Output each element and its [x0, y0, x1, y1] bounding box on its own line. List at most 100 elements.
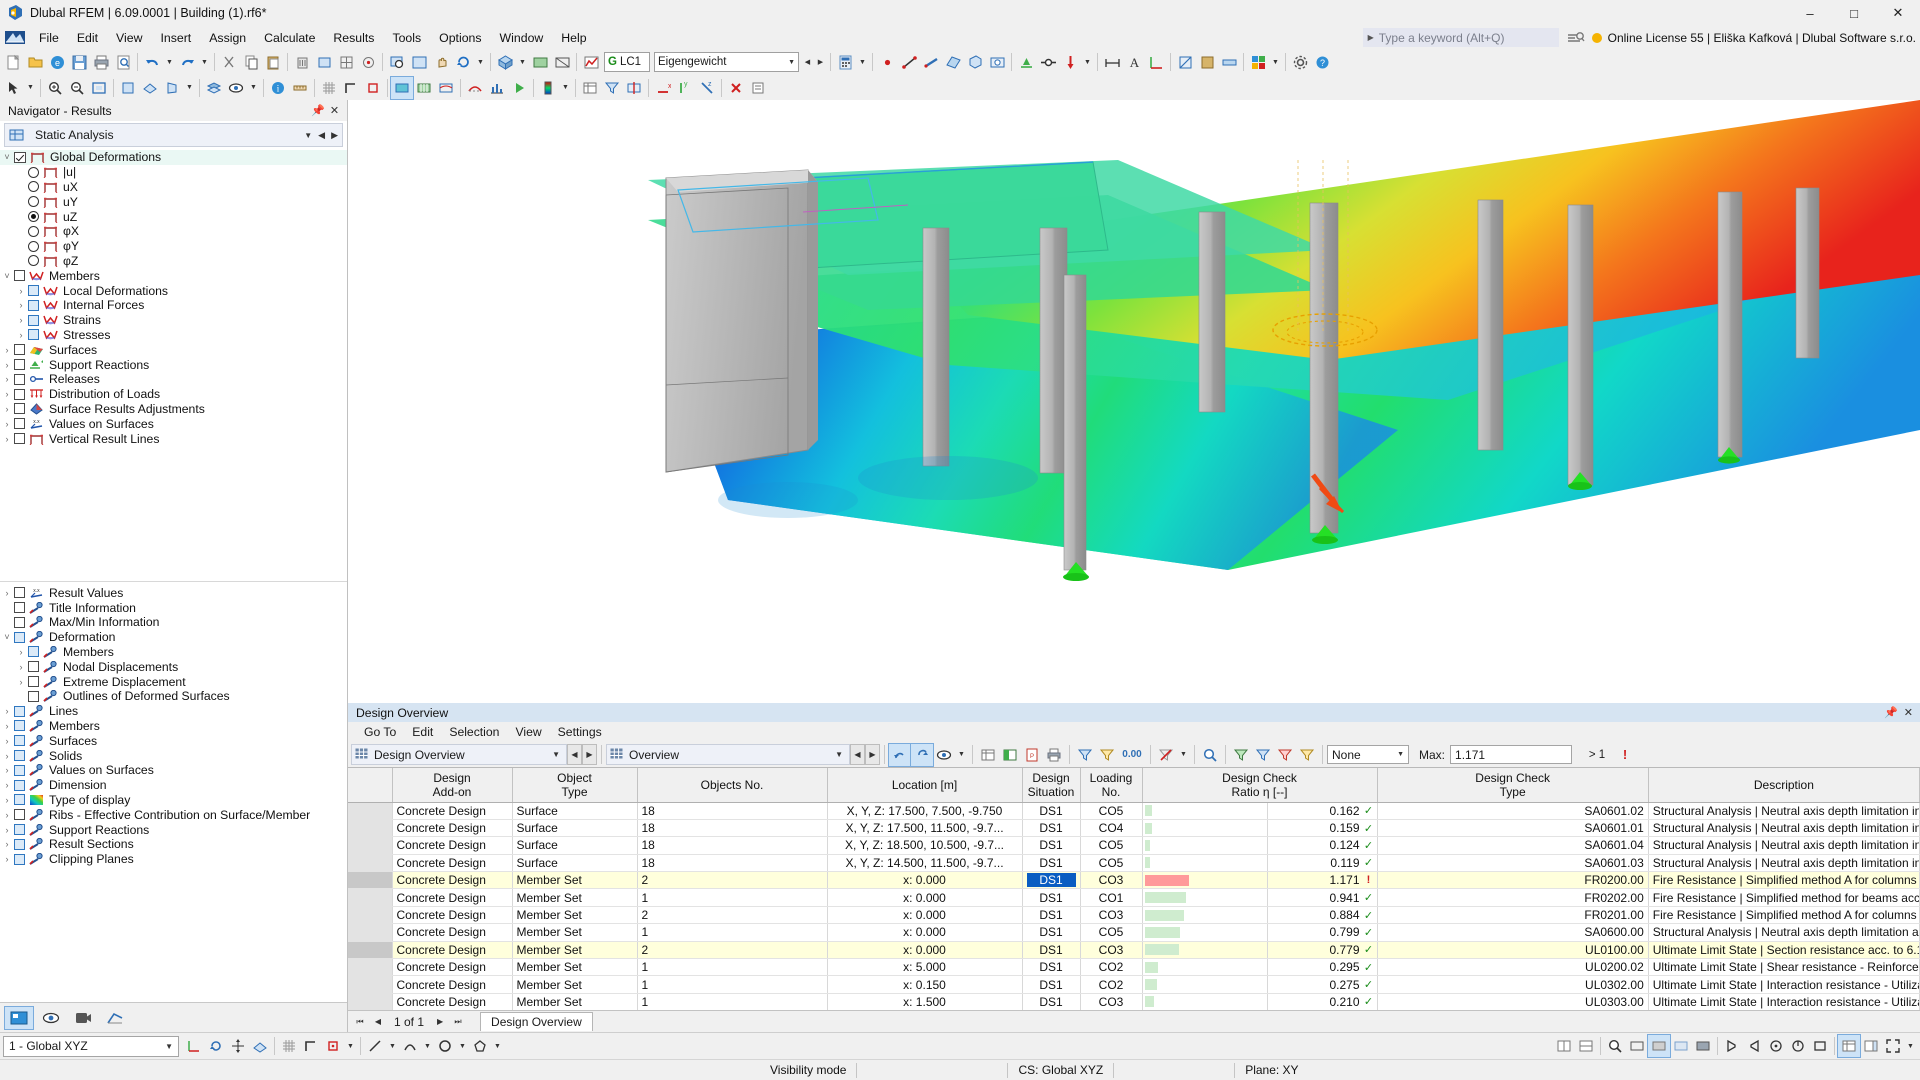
show-view-icon[interactable] — [933, 744, 955, 766]
table-row[interactable]: Concrete Design Member Set 1 x: 0.000 DS1 CO1… — [348, 888, 1920, 907]
load-case-prev-icon[interactable]: ◀ — [804, 59, 811, 66]
checkbox-partial[interactable] — [14, 764, 25, 776]
tree-item-ribs-effective-contribution-on-surface-member[interactable]: › Ribs - Effective Contribution on Surfac… — [0, 807, 347, 822]
tree-item-y[interactable]: φY — [0, 239, 347, 254]
color-scale-3-icon[interactable] — [1274, 744, 1296, 766]
rotate-icon[interactable] — [452, 51, 474, 73]
layer-icon[interactable] — [203, 77, 225, 99]
dimension-icon[interactable] — [1101, 51, 1123, 73]
checkbox-partial[interactable] — [14, 735, 25, 747]
cloud-icon[interactable]: e — [46, 51, 68, 73]
chevron-right-icon[interactable]: › — [5, 824, 9, 835]
row-header[interactable] — [348, 802, 393, 820]
member-icon[interactable] — [920, 51, 942, 73]
rotate-dropdown-icon[interactable]: ▼ — [477, 58, 484, 66]
table-row[interactable]: Concrete Design Member Set 1 x: 5.000 DS1 CO2… — [348, 958, 1920, 977]
prev-page-button[interactable]: ◀ — [374, 1017, 382, 1026]
snap-icon[interactable] — [357, 51, 379, 73]
cut-icon[interactable] — [218, 51, 240, 73]
chevron-right-icon[interactable]: › — [5, 374, 9, 385]
ortho-snap-icon[interactable] — [300, 1035, 322, 1057]
navigator-tab-sections[interactable] — [100, 1006, 130, 1030]
tree-item-vertical-result-lines[interactable]: › Vertical Result Lines — [0, 431, 347, 446]
undo-dropdown-icon[interactable]: ▼ — [166, 58, 173, 66]
tree-item-global-deformations[interactable]: ˅ Global Deformations — [0, 150, 347, 165]
checkbox[interactable] — [28, 690, 39, 702]
checkbox[interactable] — [14, 616, 25, 628]
3d-viewport[interactable] — [348, 100, 1920, 703]
chevron-right-icon[interactable]: › — [5, 587, 9, 598]
dop-menu-view[interactable]: View — [515, 725, 542, 739]
checkbox[interactable] — [14, 418, 25, 430]
tree-item-result-sections[interactable]: › Result Sections — [0, 837, 347, 852]
navigator-tab-display[interactable] — [36, 1006, 66, 1030]
table-row[interactable]: Concrete Design Member Set 2 x: 0.000 DS1 CO3… — [348, 941, 1920, 960]
render-mode-wire-icon[interactable] — [1626, 1035, 1648, 1057]
panel-close-icon[interactable]: ✕ — [1903, 707, 1913, 719]
cell-design-situation[interactable]: DS1 — [1022, 819, 1081, 838]
decimals-icon[interactable]: 0.00 — [1118, 744, 1146, 766]
chevron-down-icon[interactable]: ▼ — [835, 750, 843, 759]
navigator-tab-views[interactable] — [68, 1006, 98, 1030]
tree-item-max-min-information[interactable]: Max/Min Information — [0, 615, 347, 630]
row-header[interactable] — [348, 958, 393, 977]
view-left-icon[interactable] — [1721, 1035, 1743, 1057]
color-scale-4-icon[interactable] — [1296, 744, 1318, 766]
chevron-right-icon[interactable]: › — [19, 329, 23, 340]
row-header[interactable] — [348, 819, 393, 838]
max-value-input[interactable]: 1.171 — [1450, 745, 1573, 764]
object-snap-icon[interactable] — [322, 1035, 344, 1057]
snap-dropdown-icon[interactable]: ▼ — [347, 1042, 354, 1050]
dop-menu-settings[interactable]: Settings — [557, 725, 602, 739]
menu-calculate[interactable]: Calculate — [264, 30, 316, 45]
view-fit-icon[interactable] — [1809, 1035, 1831, 1057]
tree-item-x[interactable]: φX — [0, 224, 347, 239]
zoom-level-icon[interactable] — [1604, 1035, 1626, 1057]
undo-icon[interactable] — [141, 51, 163, 73]
col-object-type[interactable]: Object Type — [512, 768, 638, 803]
ucs-rotate-icon[interactable] — [205, 1035, 227, 1057]
tree-item-lines[interactable]: › Lines — [0, 704, 347, 719]
chevron-right-icon[interactable]: › — [5, 359, 9, 370]
zoom-window-icon[interactable] — [386, 51, 408, 73]
render-mode-trans-icon[interactable] — [1670, 1035, 1692, 1057]
x-axis-icon[interactable]: x — [652, 77, 674, 99]
view2-dropdown-icon[interactable]: ▼ — [186, 84, 193, 91]
results-surface-icon[interactable] — [390, 75, 414, 100]
navigator-tab-model[interactable] — [4, 1005, 34, 1030]
close-results-icon[interactable] — [725, 77, 747, 99]
chevron-right-icon[interactable]: › — [5, 403, 9, 414]
calculate-icon[interactable] — [834, 51, 856, 73]
render-mode-shade-icon[interactable] — [1692, 1035, 1714, 1057]
col-location[interactable]: Location [m] — [827, 768, 1023, 803]
overview-spinner[interactable]: ◀ ▶ — [850, 744, 880, 765]
osnap-icon[interactable] — [362, 77, 384, 99]
cell-design-situation[interactable]: DS1 — [1022, 888, 1081, 907]
chevron-right-icon[interactable]: › — [5, 794, 9, 805]
thickness-icon[interactable] — [1218, 51, 1240, 73]
load-dropdown-icon[interactable]: ▼ — [1084, 58, 1091, 66]
nav-prev-icon[interactable]: ◀ — [318, 129, 326, 140]
checkbox[interactable] — [14, 359, 25, 371]
overview-combo[interactable]: Overview ▼ — [606, 744, 850, 765]
polygon-tool-dropdown-icon[interactable]: ▼ — [494, 1042, 501, 1050]
chevron-right-icon[interactable]: › — [5, 433, 9, 444]
view-center-icon[interactable] — [1765, 1035, 1787, 1057]
checkbox-partial[interactable] — [14, 838, 25, 850]
next-page-button[interactable]: ▶ — [436, 1017, 444, 1026]
material-icon[interactable] — [1196, 51, 1218, 73]
tree-item-type-of-display[interactable]: › Type of display — [0, 793, 347, 808]
pan-icon[interactable] — [430, 51, 452, 73]
table-row[interactable]: Concrete Design Member Set 1 x: 0.000 DS1 CO5… — [348, 923, 1920, 942]
col-design-situation[interactable]: Design Situation — [1022, 768, 1081, 803]
row-header[interactable] — [348, 836, 393, 855]
filter-options-icon[interactable] — [1096, 744, 1118, 766]
line-icon[interactable] — [898, 51, 920, 73]
tree-item-stresses[interactable]: › Stresses — [0, 328, 347, 343]
cell-design-situation[interactable]: DS1 — [1022, 923, 1081, 942]
zoom-all-icon[interactable] — [408, 51, 430, 73]
menu-view[interactable]: View — [116, 30, 143, 45]
arc-tool-icon[interactable] — [399, 1035, 421, 1057]
col-design-addon[interactable]: Design Add-on — [392, 768, 513, 803]
menu-edit[interactable]: Edit — [76, 30, 99, 45]
